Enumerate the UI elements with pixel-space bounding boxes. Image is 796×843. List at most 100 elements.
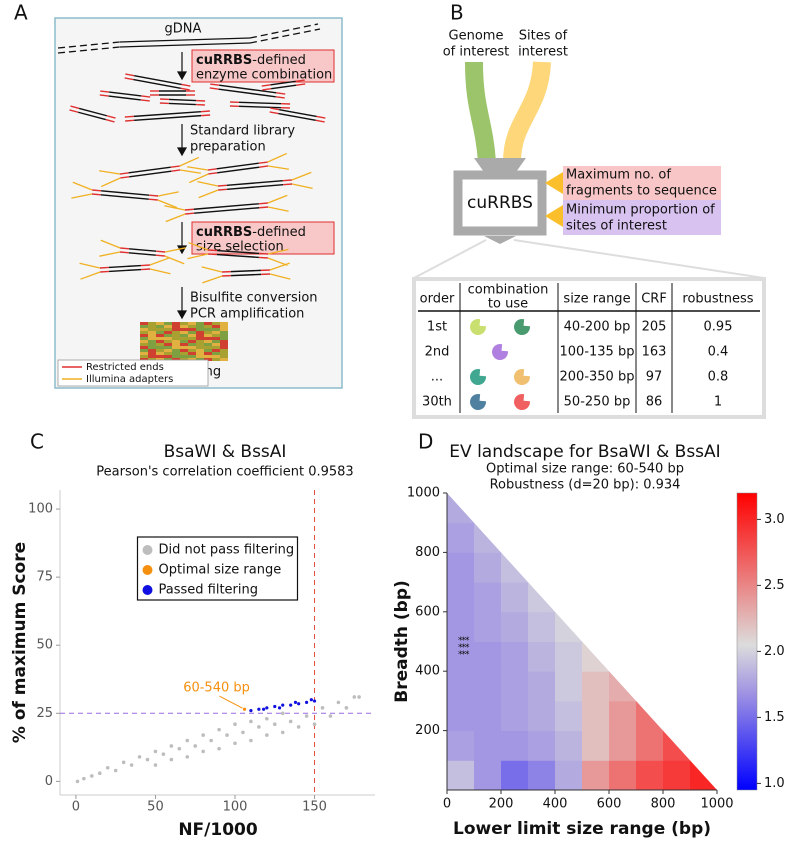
sequence-cell [140,328,148,331]
sequence-cell [188,328,196,331]
step-label: preparation [190,140,266,155]
y-tick-label: 200 [415,723,440,738]
adapter [100,239,121,249]
data-point [233,741,237,746]
data-point [249,708,253,713]
sequence-cell [212,352,220,355]
sequence-cell [156,328,164,331]
sequence-cell [148,340,156,343]
fragment-end [106,115,116,119]
heatmap-cell [555,700,583,732]
heatmap-cell [528,760,556,790]
legend-text: Restricted ends [86,362,164,373]
y-tick-label: 50 [36,638,53,653]
fragment [124,73,191,91]
data-point [75,779,80,784]
sequence-cell [204,322,212,325]
tool-box [453,170,547,236]
x-tick-label: 200 [489,797,514,812]
table-cell: 50-250 bp [564,395,631,410]
sequence-cell [188,322,196,325]
sequence-cell [212,358,220,361]
sequence-cell [188,340,196,343]
sequence-cell [180,343,188,346]
data-point [145,757,150,762]
data-point [272,722,277,726]
data-point [233,722,237,726]
sequence-cell [212,325,220,328]
fragment-end [270,107,280,111]
data-point [153,763,158,767]
sequence-cell [196,325,204,328]
legend-box [57,359,209,387]
sequence-cell [164,343,172,346]
adapter [292,183,313,189]
sequence-cell [220,328,228,331]
data-point [169,744,174,748]
fragment-body [270,80,296,86]
sequence-cell [204,352,212,355]
chart-subtitle: Optimal size range: 60-540 bp [486,462,684,477]
sequence-cell [204,355,212,358]
sequence-cell [156,325,164,328]
adapter [157,199,178,209]
adapter [180,169,201,174]
fragment-end [171,169,181,172]
adapter [164,205,185,211]
sequence-cell [164,325,172,328]
chart-title: EV landscape for BsaWI & BssAI [449,442,720,462]
sequence-cell [180,331,188,334]
input-label: Sites of [519,29,568,44]
adapter [267,152,288,163]
fragment [187,152,289,184]
heatmap-cell [447,671,475,702]
y-tick-label: 800 [415,545,440,560]
sequence-cell [148,355,156,358]
optimum-marker: *** [458,636,470,646]
fragment-body [168,102,196,106]
data-point [297,702,301,706]
parameter-arrow [545,172,563,194]
heatmap-cell [474,552,502,583]
adapter [268,165,289,170]
heatmap-cell [501,611,529,642]
data-point [257,725,261,729]
fragment-end [170,165,180,168]
fragment-end [141,268,151,271]
step-label: enzyme combination [196,68,332,83]
data-point [336,700,341,705]
adapter [198,189,219,199]
sequence-cell [172,334,180,337]
legend-box [136,536,299,601]
adapter [291,171,312,181]
heatmap-cell [474,730,502,761]
fragment-end [208,172,218,175]
funnel [474,158,526,172]
sequence-cell [196,334,204,337]
sequence-cell [156,352,164,355]
fragment-end [185,212,195,215]
fragment-end [269,111,279,115]
y-tick-label: 0 [45,774,53,789]
sequence-cell [156,334,164,337]
sequence-cell [188,358,196,361]
sequence-cell [164,322,172,325]
step-box [191,49,335,83]
legend-text: Optimal size range [159,563,282,578]
panel-label: C [30,430,44,454]
fragment-body [109,91,142,97]
step-label: cuRRBS-defined [196,53,306,68]
legend-swatch [142,545,153,555]
arrows [176,52,188,320]
fragment-end [91,193,101,196]
fragment-body [101,190,150,196]
sequence-cell [180,340,188,343]
data-point [242,707,247,711]
heatmap-cell [528,641,556,672]
fragment [197,171,313,199]
data-point [280,730,285,735]
legend-text: Illumina adapters [86,374,173,385]
fragment-end [149,194,159,197]
fragment-end [184,208,194,211]
